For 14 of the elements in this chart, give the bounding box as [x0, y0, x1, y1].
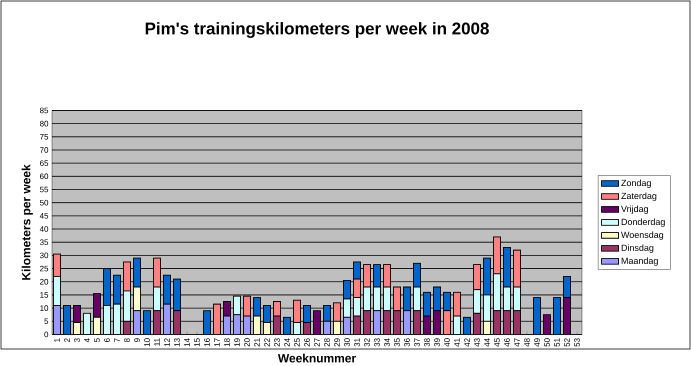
- legend-label: Donderdag: [622, 218, 665, 227]
- x-axis-title: Weeknummer: [278, 354, 356, 363]
- bar: [93, 293, 101, 318]
- legend-label: Woensdag: [621, 232, 664, 240]
- legend-label: Dinsdag: [622, 244, 654, 253]
- legend-label: Maandag: [622, 257, 658, 266]
- chart-title: Pim's trainingskilometers per week in 2008: [146, 22, 489, 38]
- legend-label: Vrijdag: [621, 206, 648, 214]
- y-axis-title: Kilometers per week: [22, 164, 33, 280]
- bar: [263, 305, 271, 324]
- legend-label: Zaterdag: [621, 192, 656, 201]
- bar: [253, 297, 261, 317]
- legend-label: Zondag: [621, 180, 651, 188]
- bar: [333, 302, 341, 322]
